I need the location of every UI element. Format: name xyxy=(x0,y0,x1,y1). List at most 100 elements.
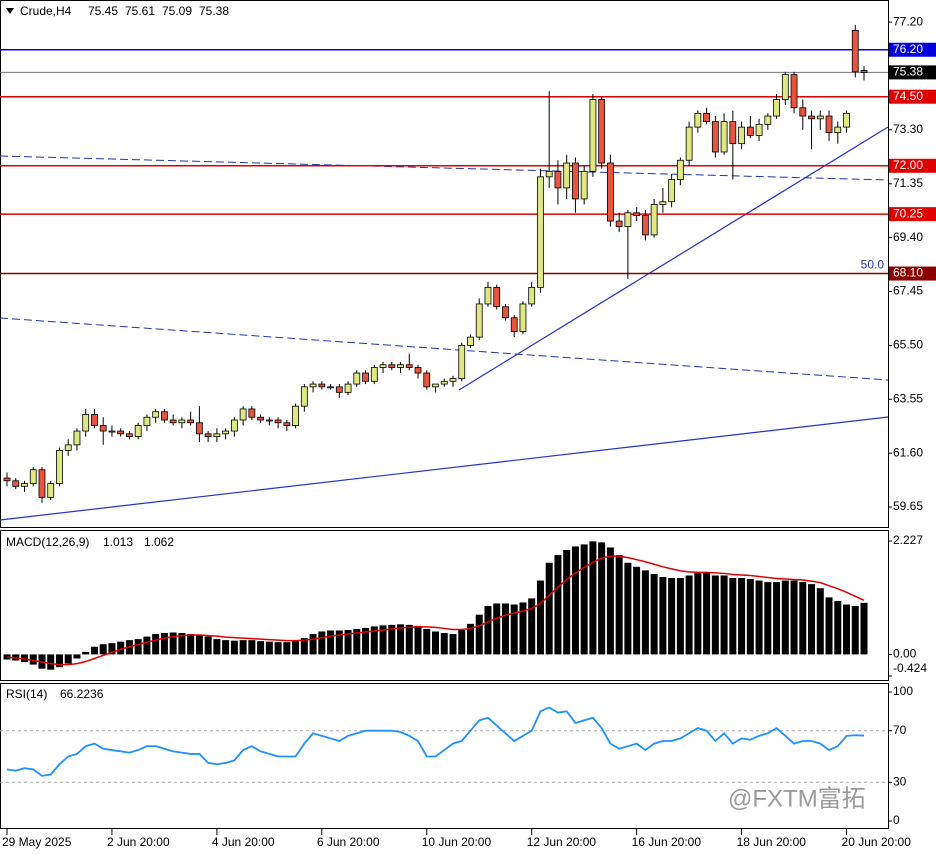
macd-bar xyxy=(344,629,352,655)
rsi-line xyxy=(6,706,865,777)
candle-body xyxy=(475,303,483,338)
candle-body xyxy=(458,344,466,379)
macd-bar xyxy=(327,630,335,655)
macd-bar xyxy=(554,555,562,655)
macd-bar xyxy=(458,629,466,655)
macd-bar xyxy=(659,577,667,655)
candle-body xyxy=(309,383,317,388)
macd-bar xyxy=(650,573,658,655)
candle-body xyxy=(440,380,448,385)
macd-title: MACD(12,26,9) xyxy=(6,535,89,549)
y-tick-label: 65.50 xyxy=(893,338,923,352)
macd-bar xyxy=(633,566,641,655)
y-tick-label: -0.424 xyxy=(893,661,927,675)
macd-bar xyxy=(152,634,160,655)
macd-bar xyxy=(239,640,247,655)
macd-bar xyxy=(528,598,536,655)
macd-bar xyxy=(843,604,851,655)
macd-bar xyxy=(501,603,509,655)
macd-bar xyxy=(388,624,396,655)
macd-bar xyxy=(545,562,553,655)
candle-body xyxy=(851,29,859,73)
macd-bar xyxy=(300,638,308,655)
level-label: 70.25 xyxy=(893,206,923,220)
candle-body xyxy=(589,99,597,172)
macd-bar xyxy=(309,634,317,655)
macd-bar xyxy=(222,640,230,655)
candle-body xyxy=(711,121,719,153)
y-tick-label: 100 xyxy=(893,684,913,698)
level-label-bg xyxy=(889,65,936,80)
macd-bar xyxy=(606,547,614,655)
level-label: 72.00 xyxy=(893,158,923,172)
candle-body xyxy=(510,317,518,332)
candle-body xyxy=(64,444,72,451)
candle-body xyxy=(773,99,780,117)
ohlc-low: 75.09 xyxy=(162,4,192,18)
macd-bar xyxy=(29,654,37,665)
ohlc-high: 75.61 xyxy=(125,4,155,18)
macd-bar xyxy=(808,584,816,655)
macd-bar xyxy=(204,636,212,655)
candle-body xyxy=(572,162,579,200)
macd-bar xyxy=(20,654,28,663)
candle-body xyxy=(134,425,142,437)
candle-body xyxy=(274,419,282,424)
candle-body xyxy=(519,303,527,332)
macd-bar xyxy=(335,630,343,655)
x-tick-label: 16 Jun 20:00 xyxy=(632,835,702,849)
y-tick-label: 67.45 xyxy=(893,284,923,298)
candle-body xyxy=(834,126,842,134)
menu-arrow xyxy=(6,8,14,14)
signal-value: 1.062 xyxy=(144,535,174,549)
level-label: 74.50 xyxy=(893,89,923,103)
candle-body xyxy=(738,126,745,145)
candle-body xyxy=(484,286,492,305)
y-tick-label: 70 xyxy=(893,723,907,737)
macd-bar xyxy=(475,614,483,655)
candle-body xyxy=(283,422,291,426)
macd-bar xyxy=(195,635,203,655)
x-tick-label: 10 Jun 20:00 xyxy=(422,835,492,849)
signal-line xyxy=(6,555,865,666)
level-label-bg xyxy=(889,158,936,173)
macd-bar xyxy=(160,633,168,655)
candle-body xyxy=(659,201,667,205)
candle-body xyxy=(344,383,352,393)
rsi-panel xyxy=(0,683,889,829)
candle-body xyxy=(633,212,641,216)
macd-bar xyxy=(510,604,518,655)
candle-body xyxy=(624,212,632,227)
macd-bar xyxy=(362,627,370,655)
candle-body xyxy=(825,115,833,134)
y-tick-label: 0 xyxy=(893,813,900,827)
main-panel xyxy=(0,0,889,528)
candle-body xyxy=(694,112,702,128)
macd-bar xyxy=(265,641,273,655)
macd-bar xyxy=(536,580,544,655)
y-tick-label: 73.30 xyxy=(893,122,923,136)
candle-body xyxy=(537,176,544,288)
candle-body xyxy=(729,121,737,145)
y-tick-label: 0.00 xyxy=(893,647,917,661)
candle-body xyxy=(720,121,728,153)
rsi-title: RSI(14) xyxy=(6,687,47,701)
macd-bar xyxy=(790,580,798,655)
macd-bar xyxy=(117,641,125,655)
candle-body xyxy=(799,107,807,117)
macd-bar xyxy=(178,633,186,655)
macd-bar xyxy=(755,580,763,655)
candle-body xyxy=(38,469,46,498)
candle-body xyxy=(467,336,474,346)
candle-body xyxy=(239,408,247,421)
candle-body xyxy=(607,162,614,222)
macd-bar xyxy=(563,550,571,655)
macd-bar xyxy=(746,579,754,655)
candle-body xyxy=(545,170,553,178)
macd-bar xyxy=(64,654,72,664)
macd-bar xyxy=(257,641,265,655)
trend-line xyxy=(0,416,889,521)
candle-body xyxy=(108,430,116,433)
x-tick-label: 6 Jun 20:00 xyxy=(317,835,380,849)
x-tick-label: 29 May 2025 xyxy=(2,835,72,849)
